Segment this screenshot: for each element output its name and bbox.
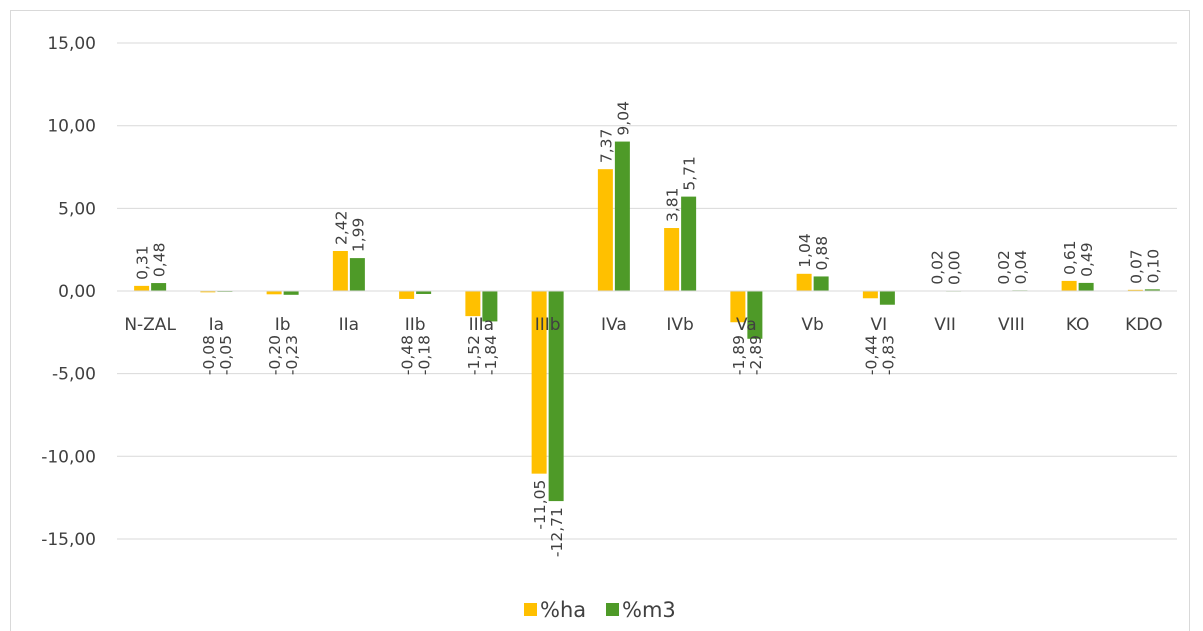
bar: [416, 291, 432, 294]
data-label: -0,05: [217, 335, 235, 375]
data-labels: 0,31 0,48 -0,08 -0,05 -0,20 -0,23 2,42 1,99 -0,4…: [134, 101, 1163, 557]
bar: [332, 250, 348, 291]
bar: [1127, 289, 1143, 291]
data-label: -1,84: [482, 335, 500, 375]
category-label: KO: [1066, 315, 1090, 335]
bar: [151, 283, 167, 291]
bar: [1061, 280, 1077, 291]
category-label: VIII: [998, 315, 1025, 335]
data-label: -0,18: [416, 335, 434, 375]
category-label: IVa: [601, 315, 627, 335]
data-label: 0,07: [1127, 249, 1145, 284]
chart-frame: [10, 10, 1190, 631]
bar: [664, 228, 680, 291]
bar: [349, 258, 365, 291]
bar: [747, 291, 763, 339]
data-label: -0,23: [283, 335, 301, 375]
legend-swatch: [606, 603, 619, 616]
bar: [283, 291, 299, 295]
bar: [1078, 282, 1094, 291]
data-label: 1,99: [349, 218, 367, 253]
data-label: -0,83: [879, 335, 897, 375]
data-label: 0,61: [1061, 240, 1079, 275]
data-label: 0,88: [813, 236, 831, 271]
legend-swatch: [524, 603, 537, 616]
category-label: IIIa: [469, 315, 494, 335]
data-label: 0,02: [995, 250, 1013, 285]
category-label: IIIb: [535, 315, 561, 335]
legend-label: %m3: [622, 598, 676, 622]
bar: [879, 291, 895, 305]
data-label: 0,10: [1144, 249, 1162, 284]
category-label: VII: [934, 315, 956, 335]
gridlines: [117, 42, 1177, 540]
bar: [200, 291, 216, 293]
data-label: -0,08: [200, 335, 218, 375]
data-label: 7,37: [597, 129, 615, 164]
bar: [399, 291, 415, 299]
data-label: 0,49: [1078, 242, 1096, 277]
bar: [681, 196, 697, 291]
y-tick-label: -15,00: [41, 530, 96, 550]
data-label: -0,44: [862, 335, 880, 375]
data-label: -1,89: [730, 335, 748, 375]
legend: %ha %m3: [524, 598, 676, 622]
data-label: -12,71: [548, 507, 566, 557]
y-tick-label: 15,00: [47, 34, 96, 54]
bar: [465, 291, 481, 317]
bar: [1144, 289, 1160, 291]
data-label: 0,02: [929, 250, 947, 285]
bar: [134, 285, 150, 291]
data-label: -2,89: [747, 335, 765, 375]
data-label: -0,20: [266, 335, 284, 375]
category-label: IVb: [666, 315, 693, 335]
category-label: IIa: [339, 315, 359, 335]
y-tick-label: 0,00: [58, 282, 96, 302]
category-label: IIb: [405, 315, 426, 335]
y-tick-label: 10,00: [47, 117, 96, 137]
data-label: 5,71: [681, 156, 699, 191]
category-label: Ia: [209, 315, 224, 335]
data-label: 0,04: [1012, 250, 1030, 285]
y-tick-label: -10,00: [41, 447, 96, 467]
data-label: -1,52: [465, 335, 483, 375]
data-label: 9,04: [614, 101, 632, 136]
data-label: -11,05: [531, 480, 549, 530]
bar: [531, 291, 547, 474]
bar: [548, 291, 564, 502]
category-label: KDO: [1125, 315, 1163, 335]
data-label: 0,48: [151, 243, 169, 278]
bar: [813, 276, 829, 291]
category-label: N-ZAL: [124, 315, 176, 335]
bar: [597, 169, 613, 291]
category-label: VI: [871, 315, 888, 335]
bars: [134, 141, 1160, 502]
bar: [482, 291, 498, 322]
y-tick-label: 5,00: [58, 199, 96, 219]
category-label: Vb: [801, 315, 823, 335]
bar: [730, 291, 746, 323]
data-label: -0,48: [399, 335, 417, 375]
legend-label: %ha: [540, 598, 586, 622]
data-label: 3,81: [664, 188, 682, 223]
bar: [796, 273, 812, 291]
y-axis-ticks: 15,00 10,00 5,00 0,00 -5,00 -10,00 -15,00: [41, 34, 96, 550]
bar: [862, 291, 878, 299]
category-labels: N-ZAL Ia Ib IIa IIb IIIa IIIb IVa IVb Va Vb VI VII VI…: [124, 315, 1162, 335]
category-label: Ib: [275, 315, 291, 335]
data-label: 0,00: [946, 250, 964, 285]
y-tick-label: -5,00: [52, 365, 96, 385]
data-label: 2,42: [332, 210, 350, 245]
bar: [266, 291, 282, 295]
bar: [614, 141, 630, 291]
data-label: 1,04: [796, 233, 814, 268]
category-label: Va: [736, 315, 757, 335]
data-label: 0,31: [134, 245, 152, 280]
